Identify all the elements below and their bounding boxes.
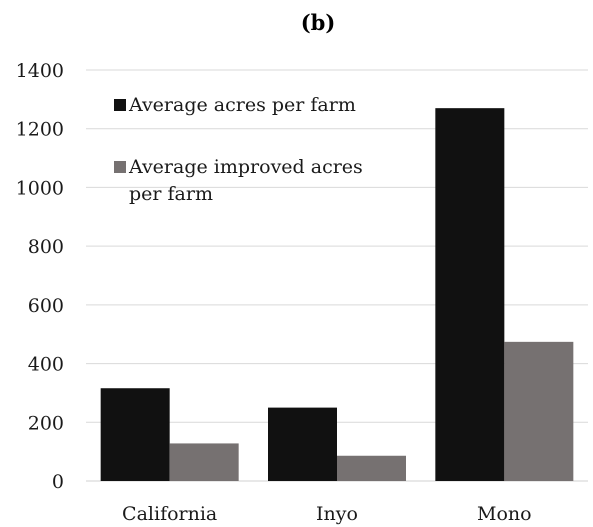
y-axis-ticks: 0 200 400 600 800 1000 1200 1400 — [16, 60, 64, 493]
legend: Average acres per farm Average improved … — [114, 94, 369, 205]
bar-mono-series-2 — [504, 341, 574, 481]
y-tick-label: 1000 — [16, 177, 64, 199]
chart-title: (b) — [301, 10, 336, 35]
y-tick-label: 800 — [28, 236, 64, 258]
bars — [100, 108, 574, 482]
bar-california-series-1 — [100, 388, 170, 481]
bar-inyo-series-1 — [268, 407, 337, 481]
x-tick-label: California — [122, 503, 217, 525]
legend-label-series-2-line-1: Average improved acres — [128, 156, 363, 178]
legend-swatch-series-1 — [114, 99, 126, 111]
x-axis-ticks: California Inyo Mono — [122, 503, 532, 525]
x-tick-label: Mono — [477, 503, 532, 525]
y-tick-label: 1200 — [16, 119, 64, 141]
y-tick-label: 400 — [28, 354, 64, 376]
y-tick-label: 600 — [28, 295, 64, 317]
bar-inyo-series-2 — [337, 455, 406, 481]
legend-swatch-series-2 — [114, 161, 126, 173]
legend-label-series-2-line-2: per farm — [129, 183, 213, 205]
legend-label-series-1: Average acres per farm — [128, 94, 356, 116]
y-tick-label: 0 — [52, 471, 64, 493]
legend-label-series-2: Average improved acres per farm — [128, 156, 369, 205]
bar-mono-series-1 — [435, 108, 505, 482]
x-tick-label: Inyo — [316, 503, 358, 525]
bar-california-series-2 — [169, 443, 239, 481]
y-tick-label: 1400 — [16, 60, 64, 82]
y-tick-label: 200 — [28, 412, 64, 434]
